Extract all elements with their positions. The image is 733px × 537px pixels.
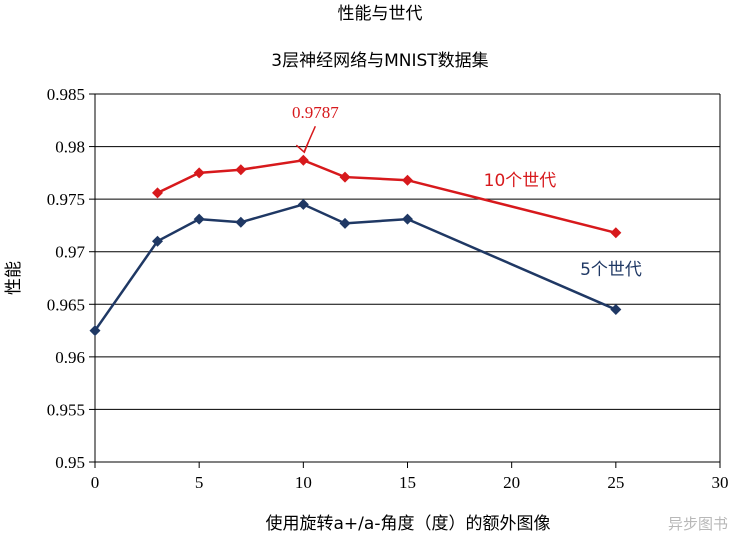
y-tick-label: 0.955: [47, 400, 85, 419]
y-tick-label: 0.975: [47, 190, 85, 209]
series-line: [93, 203, 617, 332]
y-tick-label: 0.965: [47, 295, 85, 314]
watermark: 异步图书: [668, 515, 728, 533]
chart-subtitle: 3层神经网络与MNIST数据集: [271, 51, 488, 71]
x-tick-label: 0: [91, 473, 100, 492]
data-point-marker: [339, 171, 351, 183]
annotation-group: 0.9787: [292, 103, 339, 154]
y-tick-label: 0.96: [55, 348, 85, 367]
data-point-marker: [610, 304, 622, 316]
series-label: 5个世代: [580, 260, 642, 280]
chart-title: 性能与世代: [338, 4, 423, 24]
data-point-marker: [89, 325, 101, 337]
data-point-marker: [339, 217, 351, 229]
x-tick-label: 10: [295, 473, 312, 492]
y-tick-label: 0.98: [55, 138, 85, 157]
series-label: 10个世代: [484, 171, 557, 191]
data-point-marker: [297, 198, 309, 210]
data-point-marker: [402, 174, 413, 186]
x-tick-labels: 0 5 10 15 20 25 30: [91, 473, 729, 492]
axes: [94, 94, 721, 468]
x-tick-label: 5: [195, 473, 204, 492]
y-tick-label: 0.985: [47, 85, 85, 104]
x-axis-label: 使用旋转a+/a-角度（度）的额外图像: [266, 513, 551, 534]
x-tick-label: 30: [712, 473, 729, 492]
x-tick-label: 25: [607, 473, 624, 492]
y-tick-label: 0.95: [55, 453, 85, 472]
annotation-arrowhead: [295, 141, 310, 154]
data-point-marker: [402, 213, 413, 225]
annotation-label: 0.9787: [292, 103, 339, 122]
x-tick-label: 15: [399, 473, 416, 492]
x-tick-label: 20: [503, 473, 520, 492]
data-point-marker: [193, 213, 205, 225]
data-point-marker: [610, 227, 622, 239]
y-tick-labels: 0.95 0.955 0.96 0.965 0.97 0.975 0.98 0.985: [47, 85, 86, 472]
data-point-marker: [235, 216, 247, 228]
gridlines: [89, 93, 720, 463]
y-tick-label: 0.97: [55, 243, 85, 262]
data-point-marker: [235, 164, 247, 176]
data-point-marker: [152, 187, 163, 199]
series-group: 10个世代 5个世代: [89, 154, 642, 337]
data-point-marker: [152, 235, 163, 247]
data-point-marker: [193, 167, 205, 179]
y-axis-label: 性能: [4, 261, 24, 295]
data-point-marker: [297, 154, 309, 166]
